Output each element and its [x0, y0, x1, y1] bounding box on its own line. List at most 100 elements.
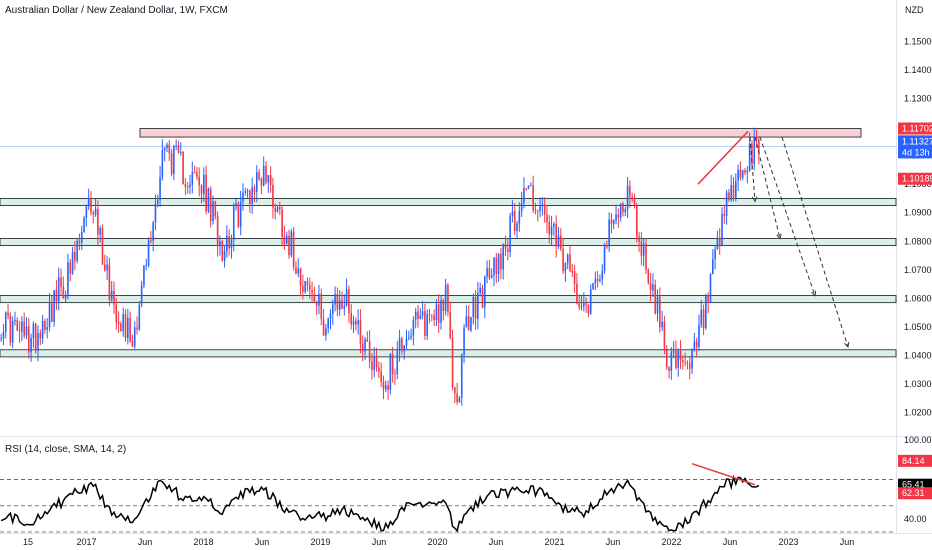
candle-body: [380, 371, 382, 382]
candle-body: [391, 354, 394, 374]
candle-body: [707, 295, 709, 302]
candle-body: [698, 324, 700, 347]
candle-body: [532, 185, 534, 211]
candle-body: [258, 172, 260, 180]
candle-body: [62, 286, 65, 299]
candle-body: [322, 319, 325, 336]
candle-body: [21, 321, 23, 332]
candle-body: [64, 295, 67, 299]
candle-body: [647, 269, 650, 283]
candle-body: [481, 287, 484, 308]
candle-body: [249, 190, 251, 204]
candle-body: [361, 343, 364, 352]
candle-body: [419, 315, 422, 319]
candle-body: [539, 205, 541, 212]
candle-body: [108, 264, 111, 300]
candle-body: [705, 295, 707, 328]
candle-body: [748, 143, 751, 171]
candle-body: [394, 373, 396, 375]
candle-body: [486, 268, 488, 277]
candle-body: [631, 196, 633, 200]
candle-body: [686, 362, 689, 364]
candle-body: [451, 337, 454, 388]
candle-body: [523, 188, 525, 204]
candle-body: [345, 289, 348, 306]
candle-body: [276, 206, 279, 212]
candle-body: [184, 183, 187, 187]
candle-body: [2, 331, 5, 339]
price-tick-label: 1.08000: [904, 236, 932, 246]
candle-body: [709, 274, 712, 302]
projection-arrow-0: [749, 137, 756, 202]
candle-body: [403, 345, 405, 352]
candle-body: [18, 330, 21, 332]
candle-body: [652, 284, 654, 291]
candle-body: [562, 248, 564, 272]
candle-body: [161, 150, 164, 178]
candle-body: [272, 185, 274, 208]
candle-body: [124, 314, 127, 339]
candle-body: [297, 268, 300, 274]
candle-body: [57, 277, 60, 302]
candle-body: [350, 312, 353, 325]
candle-body: [0, 338, 2, 340]
candle-body: [131, 341, 134, 347]
candle-body: [327, 318, 329, 329]
candle-body: [209, 188, 212, 222]
candle-body: [629, 185, 631, 197]
candle-body: [557, 235, 560, 247]
candle-body: [115, 304, 118, 323]
candle-body: [670, 352, 673, 371]
candle-body: [700, 309, 703, 325]
candle-body: [405, 338, 408, 346]
candle-body: [7, 312, 9, 316]
candle-body: [635, 206, 638, 237]
candle-body: [94, 208, 97, 215]
candle-body: [511, 211, 514, 216]
candle-body: [479, 287, 481, 294]
candle-body: [758, 139, 760, 154]
candle-body: [502, 244, 505, 270]
candle-body: [497, 253, 500, 274]
candle-body: [638, 236, 640, 242]
candle-body: [136, 327, 138, 330]
candle-body: [642, 243, 645, 256]
candle-body: [159, 177, 161, 201]
candle-body: [504, 244, 507, 249]
rsi-tag-other-bg: [898, 487, 932, 500]
candle-body: [348, 289, 350, 313]
candle-body: [320, 293, 323, 320]
candle-body: [200, 185, 203, 194]
candle-body: [520, 203, 523, 211]
candle-body: [718, 238, 721, 246]
candle-body: [555, 223, 557, 247]
candle-body: [645, 243, 647, 270]
price-tick-label: 1.14000: [904, 65, 932, 75]
candle-body: [11, 321, 14, 343]
candle-body: [474, 296, 477, 319]
time-tick-label: Jun: [372, 537, 387, 547]
candle-body: [661, 321, 663, 328]
candle-body: [693, 341, 696, 349]
candle-body: [490, 275, 493, 278]
candle-body: [541, 204, 544, 206]
candle-body: [80, 232, 83, 243]
candle-body: [426, 313, 429, 336]
candle-body: [589, 289, 592, 314]
candle-body: [619, 203, 622, 218]
candle-body: [221, 241, 224, 261]
candle-body: [269, 175, 272, 186]
candle-body: [23, 321, 25, 336]
candle-body: [78, 240, 81, 243]
projection-arrow-1: [754, 136, 781, 239]
time-tick-label: Jun: [723, 537, 738, 547]
candle-body: [456, 393, 458, 402]
price-tag-high-bg: [898, 122, 932, 135]
rsi-title: RSI (14, close, SMA, 14, 2): [5, 444, 126, 455]
candle-body: [205, 174, 207, 212]
candle-body: [295, 267, 297, 274]
price-tag-high: 1.11702: [902, 123, 932, 133]
